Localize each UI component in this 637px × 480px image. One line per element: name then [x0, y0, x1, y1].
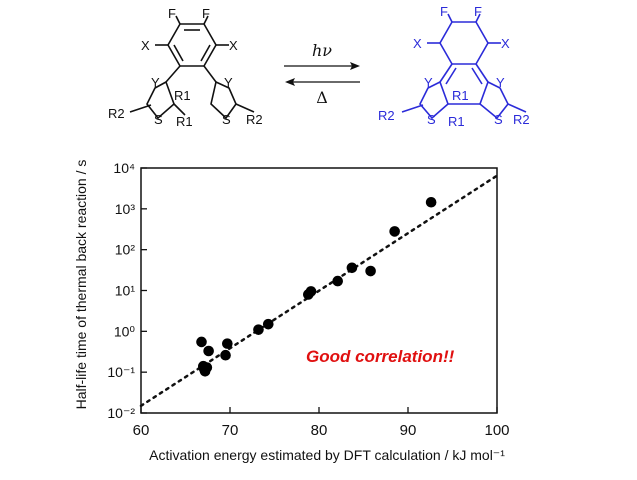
reactant-atom-y2: Y — [224, 75, 233, 90]
product-atom-r1b: R1 — [448, 114, 465, 129]
y-tick-label: 10⁴ — [113, 160, 135, 176]
data-point — [253, 324, 264, 335]
product-atom-x1: X — [413, 36, 422, 51]
product-atom-r2a: R2 — [378, 108, 395, 123]
y-tick-label: 10¹ — [115, 283, 136, 299]
product-atom-r1a: R1 — [452, 88, 469, 103]
product-atom-s1: S — [427, 112, 436, 127]
data-point — [332, 275, 343, 287]
data-point — [203, 345, 214, 357]
product-right-thiophene — [479, 80, 509, 120]
reactant-atom-s2: S — [222, 112, 231, 127]
product-atom-y1: Y — [424, 75, 433, 90]
annotation: Good correlation!! — [306, 347, 455, 366]
trendline — [139, 174, 499, 408]
forward-condition: hν — [312, 41, 332, 60]
product-atom-f1: F — [440, 4, 448, 19]
product-atom-f2: F — [474, 4, 482, 19]
y-tick-label: 10⁻² — [107, 405, 135, 421]
equilibrium-arrows — [284, 62, 360, 86]
data-point — [198, 363, 210, 375]
y-tick-label: 10² — [115, 242, 136, 258]
x-tick-label: 100 — [484, 422, 509, 439]
x-tick-label: 60 — [133, 422, 150, 439]
reactant-atom-s1: S — [154, 112, 163, 127]
data-point — [365, 265, 376, 277]
reactant-right-thiophene — [210, 80, 237, 120]
plot-frame — [140, 167, 498, 414]
reactant-atom-x1: X — [141, 38, 150, 53]
reactant-atom-r1b: R1 — [176, 114, 193, 129]
reactant-left-thiophene — [146, 80, 175, 120]
data-point — [389, 226, 400, 237]
product-labels: F F X X Y Y R1 R1 R2 R2 S S — [378, 4, 530, 129]
reactant-atom-y1: Y — [151, 75, 160, 90]
x-axis-label: Activation energy estimated by DFT calcu… — [149, 447, 505, 463]
product-ring — [439, 21, 489, 65]
data-point — [199, 366, 211, 377]
y-tick-label: 10³ — [115, 201, 136, 217]
data-point — [220, 349, 231, 361]
data-point — [196, 336, 207, 348]
data-point — [303, 289, 314, 300]
data-point — [222, 338, 233, 349]
data-point — [425, 196, 437, 208]
data-point — [305, 286, 317, 297]
product-left-thiophene — [419, 80, 449, 120]
data-point — [346, 262, 358, 274]
x-tick-label: 70 — [222, 422, 239, 439]
x-axis: 60 70 80 90 100 — [133, 407, 510, 439]
product-structure — [401, 13, 527, 120]
y-axis: 10⁻² 10⁻¹ 10⁰ 10¹ 10² 10³ 10⁴ — [107, 160, 147, 421]
product-atom-r2b: R2 — [513, 112, 530, 127]
product-atom-y2: Y — [496, 75, 505, 90]
reactant-structure — [129, 15, 255, 120]
product-atom-s2: S — [494, 112, 503, 127]
product-atom-x2: X — [501, 36, 510, 51]
y-tick-label: 10⁻¹ — [107, 364, 135, 380]
reverse-condition: Δ — [316, 88, 328, 107]
data-points — [196, 196, 437, 377]
reactant-atom-x2: X — [229, 38, 238, 53]
reactant-labels: F F X X Y Y R1 R1 R2 R2 S S — [108, 6, 263, 129]
reactant-atom-f1: F — [168, 6, 176, 21]
y-tick-label: 10⁰ — [114, 323, 136, 339]
data-point — [201, 362, 213, 373]
x-tick-label: 80 — [311, 422, 328, 439]
data-point — [198, 360, 209, 372]
data-point — [262, 318, 274, 330]
reactant-atom-f2: F — [202, 6, 210, 21]
y-axis-label: Half-life time of thermal back reaction … — [73, 160, 89, 410]
x-tick-label: 90 — [400, 422, 417, 439]
reactant-atom-r2a: R2 — [108, 106, 125, 121]
reaction-scheme: F F X X Y Y R1 R1 R2 R2 S S hν Δ — [108, 4, 530, 129]
reactant-atom-r2b: R2 — [246, 112, 263, 127]
reactant-atom-r1a: R1 — [174, 88, 191, 103]
